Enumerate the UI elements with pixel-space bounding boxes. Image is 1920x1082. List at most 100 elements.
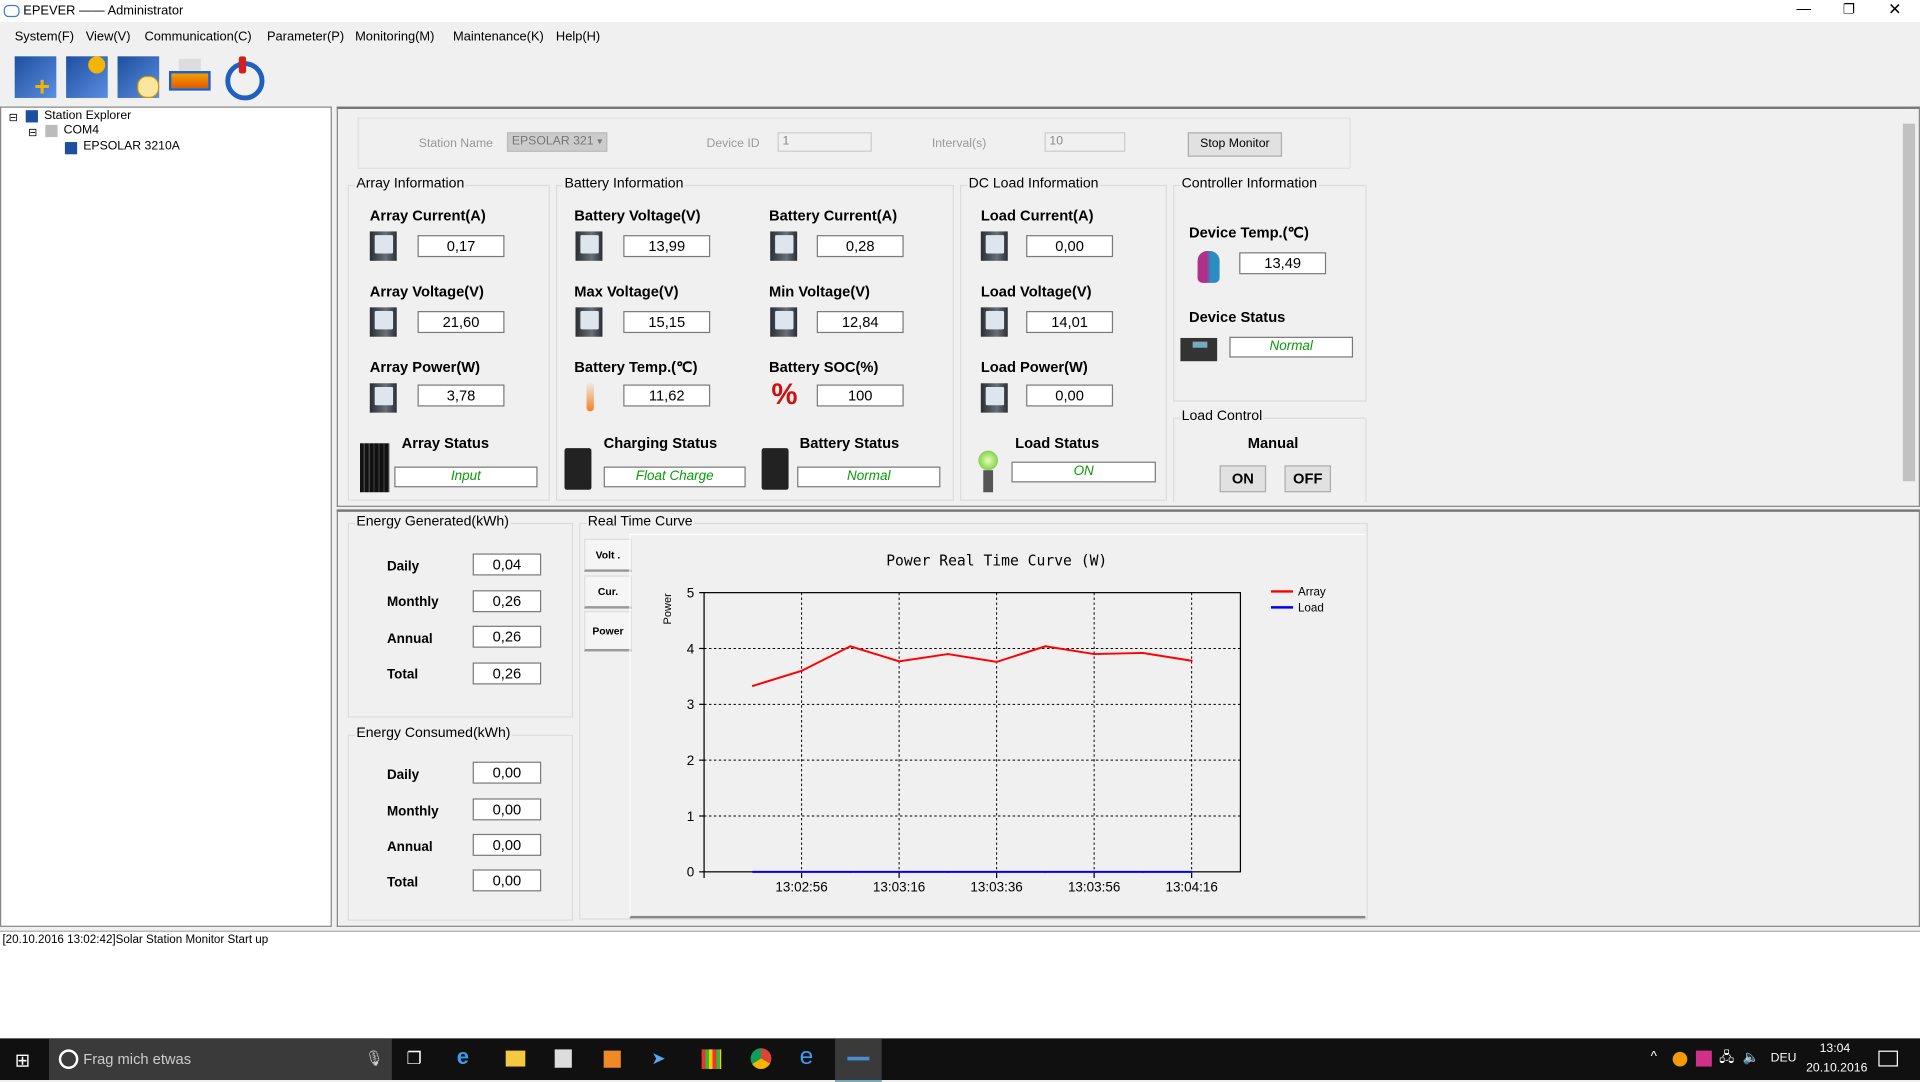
volume-icon[interactable]: 🔈 xyxy=(1742,1050,1760,1066)
consumed-monthly-value: 0,00 xyxy=(472,798,542,821)
load-voltage-label: Load Voltage(V) xyxy=(980,282,1092,301)
generated-annual-value: 0,26 xyxy=(472,625,542,648)
array-info-group: Array Information xyxy=(347,176,550,501)
language-indicator[interactable]: DEU xyxy=(1770,1051,1797,1066)
array-status-value: Input xyxy=(394,466,538,488)
search-box[interactable]: Frag mich etwas 🎙 xyxy=(48,1038,392,1081)
calculator-app-icon[interactable] xyxy=(701,1049,722,1069)
menu-view[interactable]: View(V) xyxy=(85,29,131,45)
energy-consumed-group: Energy Consumed(kWh) xyxy=(347,726,574,921)
data-point-load xyxy=(1141,870,1144,873)
close-button[interactable]: ✕ xyxy=(1888,0,1902,19)
menu-maintenance[interactable]: Maintenance(K) xyxy=(453,29,544,45)
epever-task-button[interactable] xyxy=(835,1038,882,1082)
battery-icon xyxy=(761,448,789,490)
group-title: Energy Generated(kWh) xyxy=(355,514,511,529)
generated-daily-value: 0,04 xyxy=(472,553,542,576)
y-tick-label: 5 xyxy=(687,586,694,601)
load-status-label: Load Status xyxy=(1015,434,1100,452)
array-power-label: Array Power(W) xyxy=(369,358,481,376)
generated-daily-label: Daily xyxy=(386,559,420,575)
add-station-icon[interactable]: + xyxy=(14,56,57,102)
array-current-value: 0,17 xyxy=(417,235,505,258)
log-panel: [20.10.2016 13:02:42]Solar Station Monit… xyxy=(0,930,1920,1040)
data-point-array xyxy=(1141,651,1144,654)
device-id-input[interactable]: 1 xyxy=(777,132,872,152)
consumed-annual-value: 0,00 xyxy=(472,833,542,856)
scrollbar-thumb[interactable] xyxy=(1902,123,1916,482)
tree-root[interactable]: Station Explorer xyxy=(44,108,132,123)
scrollbar[interactable] xyxy=(1900,108,1918,504)
interval-label: Interval(s) xyxy=(931,137,987,151)
data-point-array xyxy=(1093,653,1096,656)
internet-explorer-icon[interactable]: e xyxy=(799,1043,814,1071)
battery-info-group: Battery Information xyxy=(555,176,954,501)
menu-help[interactable]: Help(H) xyxy=(555,29,601,45)
media-icon[interactable] xyxy=(603,1050,621,1068)
clock-time[interactable]: 13:04 xyxy=(1819,1042,1851,1056)
clock-date[interactable]: 20.10.2016 xyxy=(1806,1061,1868,1076)
battery-temp-value: 11,62 xyxy=(623,384,711,407)
max-voltage-label: Max Voltage(V) xyxy=(574,282,679,301)
file-explorer-icon[interactable] xyxy=(505,1050,526,1067)
group-title: Battery Information xyxy=(563,176,685,192)
chrome-icon[interactable] xyxy=(750,1048,772,1069)
tab-power[interactable]: Power xyxy=(584,611,632,652)
menu-communication[interactable]: Communication(C) xyxy=(144,29,252,45)
group-title: DC Load Information xyxy=(967,176,1100,192)
data-point-array xyxy=(849,645,852,648)
tray-chevron-icon[interactable]: ^ xyxy=(1650,1049,1657,1065)
solar-schedule-icon[interactable] xyxy=(117,56,160,98)
y-tick-label: 4 xyxy=(687,641,695,656)
consumed-annual-label: Annual xyxy=(386,840,433,855)
menu-system[interactable]: System(F) xyxy=(14,29,74,45)
tree-device[interactable]: EPSOLAR 3210A xyxy=(83,139,180,154)
windows-start-icon[interactable]: ⊞ xyxy=(14,1050,31,1072)
ammeter-icon xyxy=(980,231,1008,261)
collapse-icon[interactable]: ⊟ xyxy=(28,126,38,139)
minimize-button[interactable]: — xyxy=(1796,0,1812,18)
app-icon[interactable]: ➤ xyxy=(651,1048,666,1068)
wattmeter-icon xyxy=(369,383,397,413)
battery-status-label: Battery Status xyxy=(799,434,900,452)
station-bar xyxy=(357,117,1351,169)
power-icon[interactable] xyxy=(223,56,265,101)
tree-port[interactable]: COM4 xyxy=(63,123,100,138)
stop-monitor-button[interactable]: Stop Monitor xyxy=(1187,132,1283,157)
ammeter-icon xyxy=(770,231,798,261)
collapse-icon[interactable]: ⊟ xyxy=(8,111,18,124)
load-off-button[interactable]: OFF xyxy=(1284,465,1332,493)
chart-title: Power Real Time Curve (W) xyxy=(886,553,1107,570)
load-on-button[interactable]: ON xyxy=(1219,465,1267,493)
min-voltage-label: Min Voltage(V) xyxy=(768,282,870,301)
voltmeter-icon xyxy=(369,307,397,337)
print-icon[interactable] xyxy=(168,56,211,98)
tab-current[interactable]: Cur. xyxy=(584,575,632,609)
task-view-icon[interactable]: ❐ xyxy=(406,1048,422,1068)
tray-app-icon[interactable] xyxy=(1672,1051,1688,1067)
array-current-label: Array Current(A) xyxy=(369,206,486,225)
min-voltage-value: 12,84 xyxy=(816,311,904,334)
menu-parameter[interactable]: Parameter(P) xyxy=(266,29,345,45)
controller-info-group: Controller Information xyxy=(1173,176,1367,402)
charging-status-value: Float Charge xyxy=(603,466,746,488)
telekom-icon[interactable] xyxy=(1695,1050,1712,1067)
network-icon[interactable]: 🖧 xyxy=(1719,1050,1735,1066)
search-placeholder: Frag mich etwas xyxy=(83,1050,192,1068)
station-name-select[interactable]: EPSOLAR 321 ▾ xyxy=(506,132,608,152)
solar-monitor-icon[interactable] xyxy=(66,56,108,98)
interval-input[interactable]: 10 xyxy=(1044,132,1126,152)
load-voltage-value: 14,01 xyxy=(1026,311,1114,334)
menu-monitoring[interactable]: Monitoring(M) xyxy=(355,29,435,45)
array-voltage-value: 21,60 xyxy=(417,311,505,334)
battery-current-value: 0,28 xyxy=(816,235,904,258)
restore-button[interactable]: ❐ xyxy=(1842,2,1855,18)
data-point-array xyxy=(946,653,949,656)
store-icon[interactable] xyxy=(554,1049,572,1068)
microphone-icon[interactable]: 🎙 xyxy=(364,1049,384,1067)
edge-icon[interactable]: e xyxy=(456,1044,469,1069)
device-temp-value: 13,49 xyxy=(1239,252,1327,275)
notification-icon[interactable] xyxy=(1878,1050,1898,1067)
tab-voltage[interactable]: Volt . xyxy=(584,538,632,572)
x-tick-label: 13:02:56 xyxy=(775,879,827,894)
